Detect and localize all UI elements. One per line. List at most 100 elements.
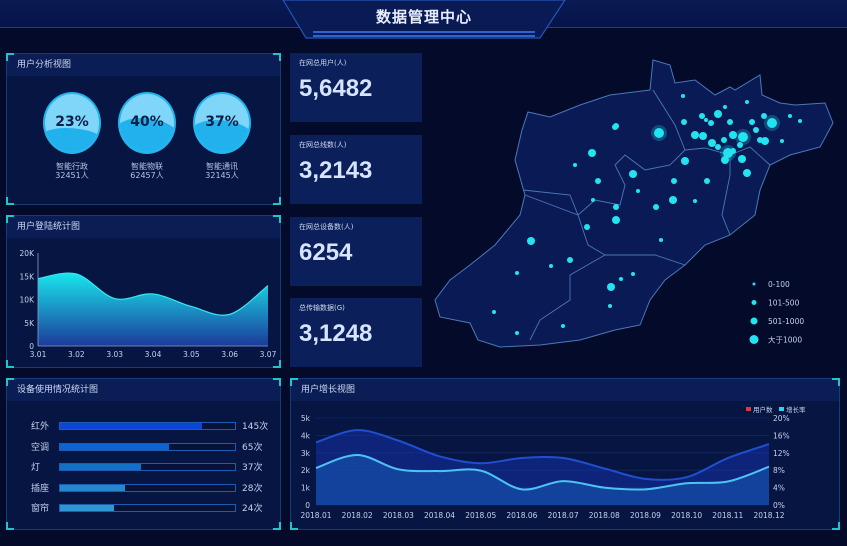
device-bar-track [59, 504, 236, 512]
map-dot[interactable] [727, 119, 733, 125]
stat-label: 总传输数据(G) [299, 304, 345, 312]
map-dot[interactable] [608, 304, 612, 308]
map-dot[interactable] [761, 137, 769, 145]
map-dot[interactable] [749, 119, 755, 125]
legend-label: 大于1000 [768, 335, 802, 345]
map-dot[interactable] [631, 272, 635, 276]
map-dot[interactable] [681, 119, 687, 125]
map-dot[interactable] [704, 178, 710, 184]
map-dot[interactable] [753, 127, 759, 133]
map-dot[interactable] [729, 131, 737, 139]
legend-dot [749, 335, 759, 344]
y-left-tick-label: 3k [301, 449, 311, 458]
map-dot[interactable] [636, 189, 640, 193]
x-tick-label: 2018.08 [589, 511, 620, 520]
device-bar-fill [60, 423, 202, 429]
map-dot[interactable] [591, 198, 595, 202]
map-dot[interactable] [721, 137, 727, 143]
gauge-label: 智能通讯 32145人 [182, 162, 262, 180]
map-dot[interactable] [573, 163, 577, 167]
map-borders [522, 89, 771, 341]
map-dot[interactable] [613, 123, 619, 129]
stat-value: 3,1248 [299, 320, 373, 347]
map-dot[interactable] [515, 271, 519, 275]
map-dot[interactable] [745, 100, 749, 104]
map-dot[interactable] [669, 196, 677, 204]
map-dot[interactable] [730, 148, 736, 154]
x-tick-label: 3.01 [30, 350, 47, 359]
map-dot[interactable] [699, 113, 705, 119]
map-dot[interactable] [659, 238, 663, 242]
y-tick-label: 15K [20, 272, 36, 281]
map-dot[interactable] [708, 139, 716, 147]
x-tick-label: 3.06 [221, 350, 238, 359]
gauge-fill [195, 120, 249, 152]
header-frame [282, 0, 566, 39]
stat-card: 在网总设备数(人) 6254 [290, 217, 422, 286]
map-dot[interactable] [619, 277, 623, 281]
map-dot[interactable] [737, 142, 743, 148]
map-dot[interactable] [699, 132, 707, 140]
gauge-count: 62457人 [130, 171, 164, 180]
device-count: 145次 [242, 422, 269, 432]
x-tick-label: 2018.10 [671, 511, 702, 520]
x-tick-label: 2018.01 [300, 511, 331, 520]
map-dot[interactable] [595, 178, 601, 184]
map-dot[interactable] [715, 144, 721, 150]
map-dot[interactable] [761, 113, 767, 119]
map-dot[interactable] [798, 119, 802, 123]
map-dot[interactable] [671, 178, 677, 184]
map-dot[interactable] [704, 118, 708, 122]
y-left-tick-label: 0 [305, 501, 310, 510]
device-bar-track [59, 463, 236, 471]
stat-value: 3,2143 [299, 157, 373, 184]
y-tick-label: 0 [29, 342, 34, 351]
map-dot[interactable] [567, 257, 573, 263]
device-bar-track [59, 483, 236, 492]
map-dot[interactable] [549, 264, 553, 268]
map-dot[interactable] [613, 204, 619, 210]
gauge-count: 32145人 [205, 171, 239, 180]
map-dot[interactable] [738, 132, 748, 142]
map-dot[interactable] [780, 139, 784, 143]
user-growth-panel: 用户增长视图 0 0% 1k 4% 2k 8% 3k 12% 4k 16% 5k 20% 2018.01… [290, 378, 840, 530]
map-dot[interactable] [527, 237, 535, 245]
user-analysis-panel: 用户分析视图 23% 智能行政 32451人 40% 智能物联 62457人 37% 智能通讯… [6, 53, 281, 205]
map-dot[interactable] [708, 120, 714, 126]
gauge: 37% [193, 92, 251, 154]
map-dot[interactable] [515, 331, 519, 335]
map-dot[interactable] [629, 170, 637, 178]
map-dot[interactable] [561, 324, 565, 328]
device-count: 65次 [242, 442, 263, 453]
legend-label: 增长率 [786, 405, 806, 414]
map-dot[interactable] [738, 155, 746, 163]
x-tick-label: 3.02 [68, 350, 85, 359]
map-dot[interactable] [653, 204, 659, 210]
gauge-name: 智能行政 [56, 162, 88, 171]
gauge-fill [45, 128, 99, 152]
map-dot[interactable] [654, 128, 664, 138]
map-dot[interactable] [607, 283, 615, 291]
legend-label: 0-100 [768, 280, 790, 289]
map-dot[interactable] [743, 169, 751, 177]
map-dot[interactable] [584, 224, 590, 230]
map-dot[interactable] [492, 310, 496, 314]
map-dot[interactable] [588, 149, 596, 157]
map-dot[interactable] [721, 156, 729, 164]
map-dot[interactable] [723, 105, 727, 109]
map-dot[interactable] [681, 94, 685, 98]
stat-value: 6254 [299, 239, 353, 266]
map-dot[interactable] [767, 118, 777, 128]
device-count: 24次 [242, 504, 263, 514]
device-bar-fill [60, 505, 115, 511]
gauge: 23% [43, 92, 101, 154]
map-dot[interactable] [612, 216, 620, 224]
legend-label: 101-500 [768, 299, 800, 308]
map-dot[interactable] [681, 157, 689, 165]
login-line [37, 272, 269, 316]
map-dot[interactable] [788, 114, 792, 118]
map-dot[interactable] [693, 199, 697, 203]
device-bar-row: 灯 37次 [31, 460, 271, 474]
map-dot[interactable] [691, 131, 699, 139]
map-dot[interactable] [714, 110, 722, 118]
